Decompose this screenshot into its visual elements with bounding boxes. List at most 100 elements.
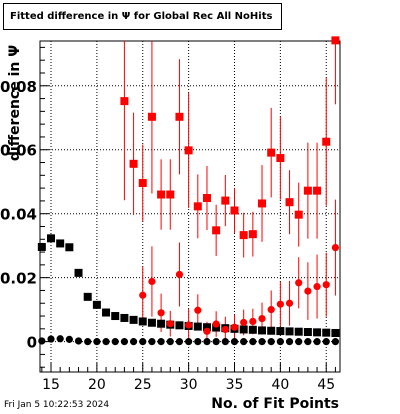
series-2-square-marker (175, 112, 184, 121)
series-0-square-marker (285, 327, 294, 336)
series-1-circle-marker (148, 338, 156, 346)
series-1-circle-marker (65, 335, 73, 343)
x-tick-label: 30 (180, 377, 198, 393)
y-tick-label: 0.02 (0, 270, 37, 288)
x-tick-label: 25 (134, 377, 152, 393)
series-1-circle-marker (157, 338, 165, 346)
series-1-circle-marker (111, 338, 119, 346)
series-3-circle-marker (139, 291, 147, 299)
x-tick-label: 20 (88, 377, 106, 393)
series-3-circle-marker (331, 243, 340, 252)
x-tick-label: 40 (271, 377, 289, 393)
series-0-square-marker (294, 327, 303, 336)
series-0-square-marker (147, 318, 156, 327)
series-0-square-marker (193, 322, 202, 331)
series-2-square-marker (157, 190, 166, 199)
series-0-square-marker (239, 325, 248, 334)
series-3-circle-marker (221, 325, 229, 334)
series-3-circle-marker (185, 321, 193, 329)
series-2-square-marker (239, 231, 248, 240)
series-3-circle-marker (249, 317, 257, 326)
series-1-circle-marker (313, 338, 321, 346)
series-1-circle-marker (139, 338, 147, 346)
series-2-square-marker (202, 194, 211, 203)
series-3-circle-marker (285, 299, 294, 307)
series-2-square-marker (120, 97, 129, 106)
series-0-square-marker (202, 323, 211, 332)
series-1-circle-marker (230, 338, 239, 346)
series-1-circle-marker (194, 338, 202, 346)
series-3-circle-marker (194, 306, 202, 314)
series-1-circle-marker (267, 338, 275, 346)
series-0-square-marker (65, 243, 74, 252)
series-2-square-marker (248, 230, 257, 239)
chart-title-box: Fitted difference in Ψ for Global Rec Al… (3, 3, 282, 30)
x-tick-label: 15 (42, 377, 60, 393)
series-1-circle-marker (295, 338, 303, 346)
series-0-square-marker (322, 328, 331, 337)
series-2-square-marker (267, 148, 276, 157)
footer-timestamp: Fri Jan 5 10:22:53 2024 (4, 400, 110, 410)
y-axis-label-box: difference in Ψ (5, 30, 25, 175)
series-1-circle-marker (166, 338, 174, 346)
series-0-square-marker (74, 268, 83, 277)
series-0-square-marker (138, 317, 147, 326)
series-3-circle-marker (157, 309, 165, 317)
series-1-circle-marker (175, 338, 184, 346)
series-2-square-marker (285, 198, 294, 207)
series-1-circle-marker (56, 335, 64, 343)
series-2-square-marker (138, 178, 147, 187)
series-0-square-marker (157, 319, 166, 328)
series-2-square-marker (294, 210, 303, 219)
y-tick-label: 0.04 (0, 206, 37, 224)
series-0-square-marker (120, 313, 129, 322)
series-2-square-marker (303, 186, 312, 195)
series-1-circle-marker (331, 338, 340, 346)
series-3-circle-marker (230, 323, 239, 331)
series-2-square-marker (166, 190, 175, 199)
x-tick-label: 45 (317, 377, 335, 393)
y-axis-label: difference in Ψ (7, 44, 23, 161)
series-0-square-marker (175, 321, 184, 330)
series-1-circle-marker (120, 338, 129, 346)
axis-ticks (40, 46, 336, 372)
series-0-square-marker (129, 315, 138, 324)
series-2-square-marker (322, 137, 331, 146)
series-0-square-marker (276, 327, 285, 336)
series-0-square-marker (248, 325, 257, 334)
series-1-circle-marker (212, 338, 220, 346)
series-1-circle-marker (240, 338, 248, 346)
series-3-circle-marker (258, 314, 266, 323)
y-tick-label: 0.08 (0, 78, 37, 96)
series-1-circle-marker (185, 338, 193, 346)
x-tick-label: 35 (226, 377, 244, 393)
series-0-square-marker (331, 328, 340, 337)
tick-labels: 15 20 25 30 35 40 45 0 0.02 0.04 0.06 0.08 (0, 78, 335, 393)
series-3-circle-marker (203, 327, 211, 335)
series-1-circle-marker (249, 338, 257, 346)
series-3-circle-marker (240, 318, 248, 327)
series-3-circle-marker (175, 270, 184, 279)
series-2-square-marker (129, 159, 138, 168)
series-0-square-marker (102, 308, 111, 317)
series-2-square-marker (212, 226, 221, 235)
series-1-circle-marker (93, 338, 101, 346)
series-3-circle-marker (212, 320, 220, 328)
series-1-circle-marker (276, 338, 284, 346)
series-2-square-marker (276, 154, 285, 163)
series-1-circle-marker (258, 338, 266, 346)
series-1-circle-marker (102, 338, 110, 346)
chart-title: Fitted difference in Ψ for Global Rec Al… (10, 11, 273, 22)
series-1-circle-marker (203, 338, 211, 346)
series-2-square-marker (258, 199, 267, 208)
data-markers (37, 36, 340, 346)
series-2-square-marker (147, 112, 156, 121)
series-1-circle-marker (84, 338, 92, 346)
series-0-square-marker (37, 242, 46, 251)
y-tick-label: 0 (27, 334, 37, 352)
series-1-circle-marker (322, 338, 330, 346)
series-2-square-marker (193, 202, 202, 211)
series-1-circle-marker (221, 338, 229, 346)
series-1-circle-marker (285, 338, 294, 346)
